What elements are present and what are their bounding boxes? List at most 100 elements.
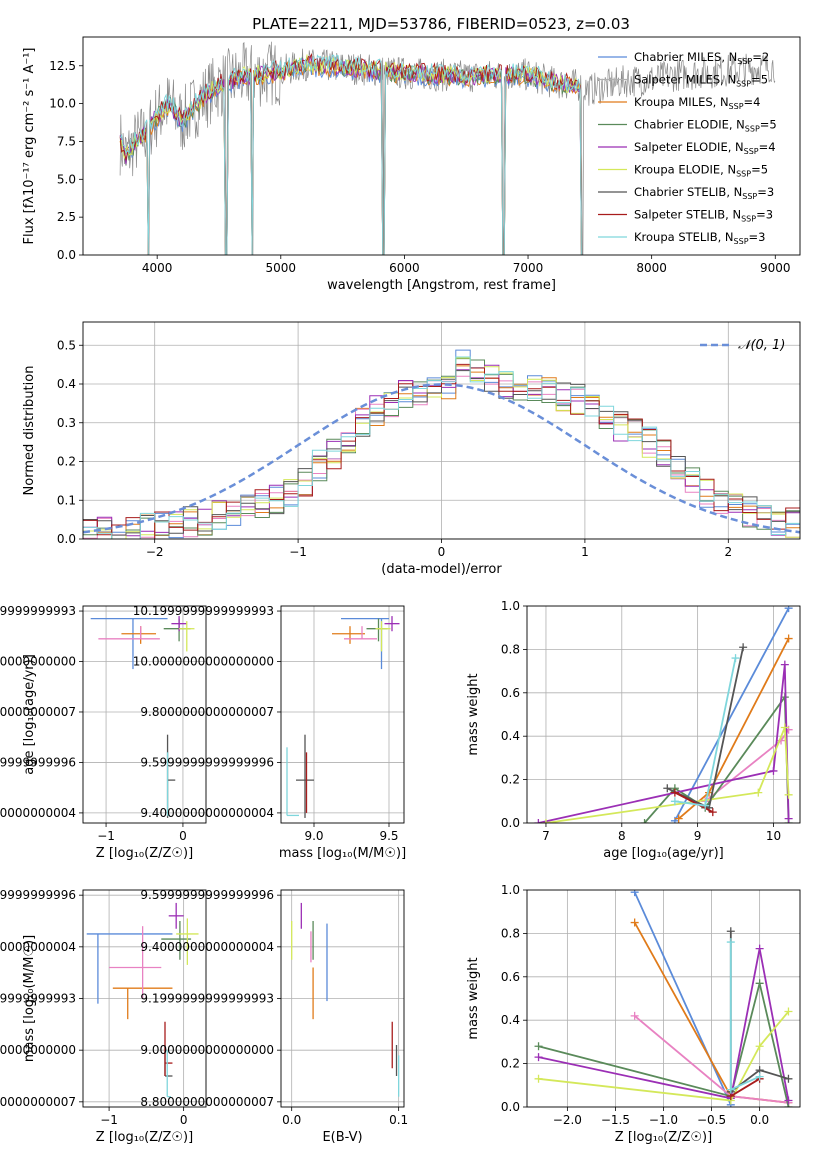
series-marker: [784, 1096, 793, 1105]
figure-title: PLATE=2211, MJD=53786, FIBERID=0523, z=0…: [252, 15, 630, 33]
x-tick-label: 8: [618, 829, 626, 843]
series-marker: [534, 1074, 543, 1083]
series-marker: [754, 788, 763, 797]
legend-entry: Salpeter ELODIE, NSSP=4: [634, 140, 776, 156]
model-spectrum-line: [120, 56, 583, 255]
axes-frame: [526, 605, 801, 824]
y-tick-label: 9.4000000000000004: [140, 940, 274, 954]
y-tick-label: 0.4: [501, 1013, 520, 1027]
y-tick-label: 9.0000000000000000: [140, 1043, 274, 1057]
spectrum-legend: Chabrier MILES, NSSP=2 Salpeter MILES, NS…: [598, 50, 777, 246]
series-marker: [534, 1042, 543, 1051]
legend-value: =3: [757, 185, 774, 199]
legend-subscript: SSP: [741, 215, 756, 224]
y-tick-label: 9.8000000000000007: [0, 705, 76, 719]
x-tick-label: 0: [179, 829, 187, 843]
series-marker: [630, 918, 639, 927]
panel-mass-vs-Z: −1 0 8.8000000000000007 9.0000000000000000 9…: [0, 888, 207, 1145]
y-tick-label: 0.0: [57, 532, 76, 546]
y-tick-label: 12.5: [49, 59, 76, 73]
y-tick-label: 0.0: [501, 816, 520, 830]
y-tick-label: 9.4000000000000004: [140, 806, 274, 820]
x-axis-label: wavelength [Angstrom, rest frame]: [327, 278, 556, 293]
plot-area: [281, 606, 404, 823]
panel-spectrum: 4000 5000 6000 7000 8000 9000 0.0 2.5 5.0 7.5 10.0…: [22, 36, 801, 293]
series-line: [538, 948, 790, 1101]
y-tick-label: 0.8: [501, 926, 520, 940]
y-tick-label: 10.0000000000000000: [133, 655, 274, 669]
model-spectrum-line: [119, 54, 583, 255]
x-tick-label: 7000: [513, 261, 544, 275]
panel-age-vs-mass: 9.0 9.5 9.4000000000000004 9.59999999999999…: [133, 604, 406, 861]
y-tick-label: 0.6: [501, 970, 520, 984]
series-marker: [784, 1074, 793, 1083]
x-tick-label: 0.1: [389, 1113, 408, 1127]
y-tick-label: 0.2: [501, 773, 520, 787]
legend-subscript: SSP: [734, 237, 749, 246]
series-marker: [731, 654, 740, 663]
legend-subscript: SSP: [736, 80, 751, 89]
y-tick-label: 0.4: [57, 377, 76, 391]
series-line: [633, 891, 732, 1106]
y-axis-label: Flux [fλ10⁻¹⁷ erg cm⁻² s⁻¹ A⁻¹]: [22, 48, 37, 245]
y-tick-label: 0.5: [57, 338, 76, 352]
legend-subscript: SSP: [737, 57, 752, 66]
series-marker: [640, 819, 649, 823]
series-marker: [726, 927, 735, 936]
x-axis-label: (data-model)/error: [381, 562, 502, 577]
y-tick-label: 1.0: [501, 599, 520, 613]
legend-value: =5: [751, 163, 768, 177]
y-tick-label: 0.4: [501, 729, 520, 743]
y-tick-label: 9.5999999999999996: [140, 888, 274, 902]
y-tick-label: 0.0: [57, 248, 76, 262]
model-spectrum-line: [119, 58, 583, 255]
plot-area: [527, 890, 800, 1107]
model-spectrum-line: [119, 55, 583, 255]
axes-frame: [280, 605, 405, 824]
model-spectrum-line: [119, 52, 583, 255]
axes-frame: [82, 36, 801, 256]
legend-entry: Kroupa ELODIE, NSSP=5: [634, 163, 768, 179]
y-tick-label: 9.5999999999999996: [140, 755, 274, 769]
x-axis-label: age [log₁₀(age/yr)]: [603, 846, 724, 861]
legend-subscript: SSP: [729, 102, 744, 111]
y-tick-label: 0.0: [501, 1100, 520, 1114]
y-tick-label: 10.0: [49, 97, 76, 111]
legend-value: =5: [751, 73, 768, 87]
plot-area: [83, 322, 800, 539]
y-tick-label: 0.2: [57, 455, 76, 469]
series-marker: [784, 814, 793, 823]
y-tick-label: 9.1999999999999993: [140, 992, 274, 1006]
model-spectrum-line: [119, 54, 583, 255]
x-tick-label: 8000: [636, 261, 667, 275]
axes-frame: [82, 889, 207, 1108]
y-tick-label: 9.5999999999999996: [0, 755, 76, 769]
plot-area: [83, 890, 206, 1107]
y-tick-label: 0.8: [501, 642, 520, 656]
y-tick-label: 9.0000000000000000: [0, 1043, 76, 1057]
series-marker: [726, 1085, 735, 1094]
y-tick-label: 9.4000000000000004: [0, 940, 76, 954]
x-tick-label: 5000: [266, 261, 297, 275]
x-axis-label: E(B-V): [322, 1130, 362, 1145]
y-tick-label: 7.5: [57, 134, 76, 148]
panel-mass-weight-vs-age: 7 8 9 10 0.0 0.2 0.4 0.6 0.8 1.0 age [log₁₀(age/yr…: [466, 599, 801, 861]
panel-mass-vs-EBV: 0.0 0.1 8.8000000000000007 9.00000000000000…: [140, 888, 408, 1145]
legend-entry: Salpeter MILES, NSSP=5: [634, 73, 768, 89]
series-line: [538, 1010, 790, 1102]
legend-entry: Chabrier MILES, NSSP=2: [634, 50, 769, 66]
x-tick-label: 0: [180, 1113, 188, 1127]
plot-area: [119, 41, 776, 255]
x-tick-label: −0.5: [697, 1113, 726, 1127]
plot-area: [527, 606, 800, 823]
series-marker: [755, 944, 764, 953]
y-tick-label: 0.6: [501, 686, 520, 700]
x-tick-label: 6000: [389, 261, 420, 275]
axes-frame: [526, 889, 801, 1108]
x-axis-label: Z [log₁₀(Z/Z☉)]: [96, 846, 193, 861]
x-tick-label: 0.0: [750, 1113, 769, 1127]
y-tick-label: 10.0000000000000000: [0, 655, 76, 669]
axes-frame: [82, 321, 801, 540]
x-tick-label: −2.0: [553, 1113, 582, 1127]
series-marker: [784, 606, 793, 613]
